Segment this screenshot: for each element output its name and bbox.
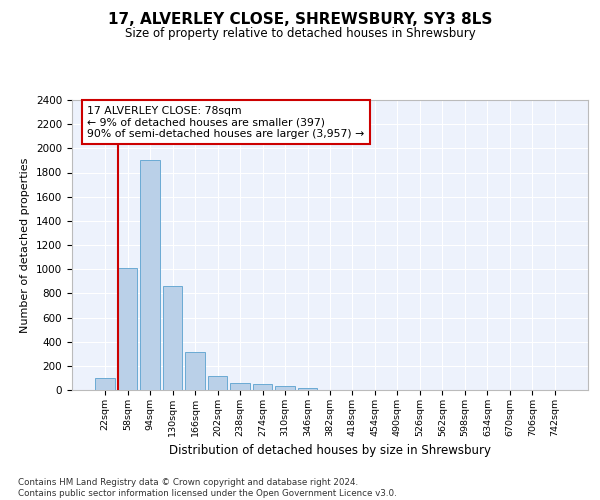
Bar xyxy=(185,352,205,390)
Bar xyxy=(298,388,317,390)
Text: Contains HM Land Registry data © Crown copyright and database right 2024.
Contai: Contains HM Land Registry data © Crown c… xyxy=(18,478,397,498)
Text: 17, ALVERLEY CLOSE, SHREWSBURY, SY3 8LS: 17, ALVERLEY CLOSE, SHREWSBURY, SY3 8LS xyxy=(108,12,492,28)
Bar xyxy=(253,384,272,390)
Bar xyxy=(118,268,137,390)
Bar xyxy=(275,386,295,390)
Bar xyxy=(140,160,160,390)
Text: Size of property relative to detached houses in Shrewsbury: Size of property relative to detached ho… xyxy=(125,28,475,40)
Bar xyxy=(95,378,115,390)
Bar xyxy=(230,383,250,390)
Bar xyxy=(163,286,182,390)
X-axis label: Distribution of detached houses by size in Shrewsbury: Distribution of detached houses by size … xyxy=(169,444,491,458)
Text: 17 ALVERLEY CLOSE: 78sqm
← 9% of detached houses are smaller (397)
90% of semi-d: 17 ALVERLEY CLOSE: 78sqm ← 9% of detache… xyxy=(88,106,365,139)
Bar xyxy=(208,376,227,390)
Y-axis label: Number of detached properties: Number of detached properties xyxy=(20,158,31,332)
